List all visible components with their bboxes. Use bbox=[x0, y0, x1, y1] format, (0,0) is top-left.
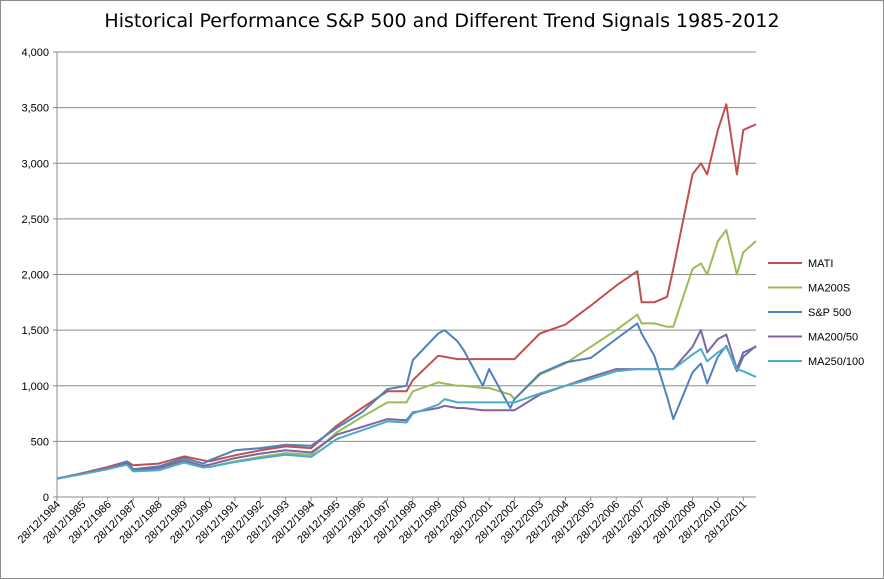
chart-title: Historical Performance S&P 500 and Diffe… bbox=[104, 10, 780, 32]
y-tick-label: 3,000 bbox=[21, 158, 49, 170]
series-line-ma200-50 bbox=[56, 329, 757, 480]
legend-label: MATI bbox=[808, 258, 833, 270]
y-tick-label: 4,000 bbox=[21, 47, 49, 59]
legend-label: MA200/50 bbox=[808, 332, 858, 344]
legend-label: MA200S bbox=[808, 283, 850, 295]
series-line-s-p-500 bbox=[56, 322, 757, 480]
series-line-ma250-100 bbox=[56, 345, 757, 480]
y-tick-label: 3,500 bbox=[21, 103, 49, 115]
y-tick-label: 500 bbox=[31, 436, 49, 448]
series-line-mati bbox=[56, 103, 757, 480]
y-tick-label: 2,000 bbox=[21, 270, 49, 282]
y-tick-label: 1,500 bbox=[21, 325, 49, 337]
legend-label: MA250/100 bbox=[808, 356, 864, 368]
y-tick-label: 0 bbox=[43, 492, 49, 504]
legend-label: S&P 500 bbox=[808, 307, 851, 319]
y-tick-label: 2,500 bbox=[21, 214, 49, 226]
y-tick-label: 1,000 bbox=[21, 381, 49, 393]
